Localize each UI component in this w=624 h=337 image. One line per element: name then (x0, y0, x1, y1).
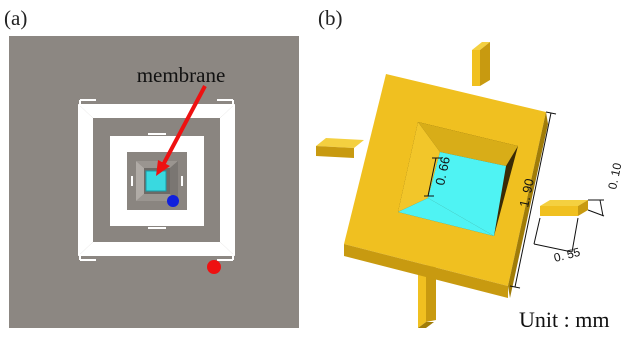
dim-inner: 0. 66 (424, 155, 453, 197)
membrane-3d (428, 152, 506, 236)
panel-a-label: (a) (4, 6, 28, 30)
membrane-arrow (156, 85, 207, 176)
panel-a-image: membrane (9, 36, 299, 328)
arm-top (472, 42, 490, 86)
red-dot (207, 260, 221, 274)
membrane-square (145, 170, 167, 192)
dim-thickness-label: 0. 10 (605, 161, 624, 190)
dim-outer: 1. 90 (509, 111, 557, 289)
dim-width-label: 0. 55 (552, 245, 582, 265)
dim-outer-label: 1. 90 (516, 177, 537, 208)
panel-b-label: (b) (318, 6, 343, 30)
dim-arm-width: 0. 55 (533, 217, 582, 265)
dim-arm-thickness: 0. 10 (587, 161, 624, 217)
membrane-label: membrane (137, 63, 226, 87)
blue-dot (167, 195, 179, 207)
arm-right (540, 200, 588, 216)
dim-inner-label: 0. 66 (432, 155, 453, 186)
arm-left (316, 138, 364, 158)
unit-label: Unit : mm (519, 307, 609, 332)
panel-b-image: 0. 66 1. 90 0. 10 0. 55 Unit : mm (316, 42, 624, 332)
